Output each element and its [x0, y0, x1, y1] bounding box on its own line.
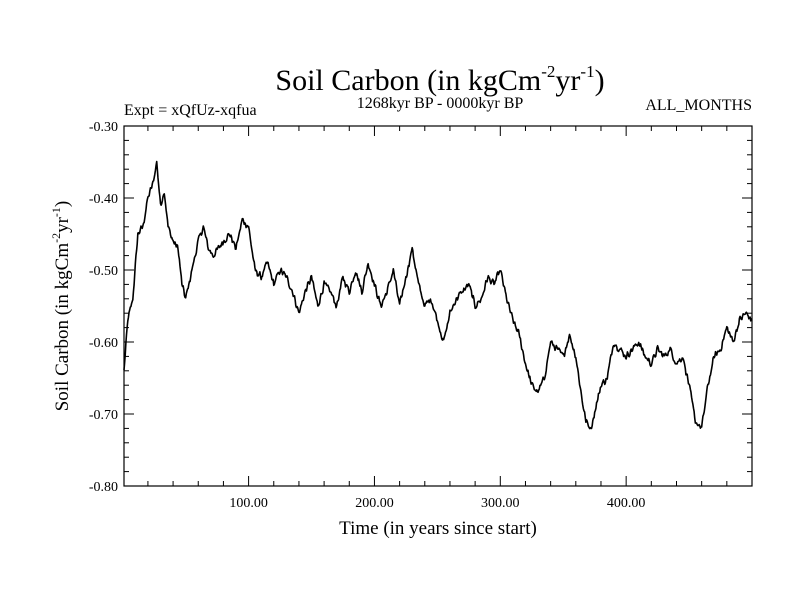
- soil-carbon-line: [123, 160, 753, 430]
- subtitle-experiment: Expt = xQfUz-xqfua: [124, 102, 257, 119]
- chart-title-main: Soil Carbon (in kgCm: [275, 64, 541, 97]
- y-axis-label: Soil Carbon (in kgCm-2yr-1): [49, 201, 73, 412]
- chart-title-sup1: -2: [541, 62, 555, 81]
- subtitle-months: ALL_MONTHS: [645, 97, 752, 114]
- x-tick-label: 200.00: [355, 496, 394, 511]
- plot-frame: [123, 125, 753, 487]
- chart-title-mid: yr: [555, 64, 580, 97]
- x-tick-labels: 100.00 200.00 300.00 400.00: [229, 496, 645, 511]
- x-axis-label: Time (in years since start): [339, 518, 537, 539]
- chart-title-sup2: -1: [580, 62, 594, 81]
- y-axis-label-sup1: -2: [49, 233, 63, 243]
- y-axis-label-end: ): [52, 201, 73, 207]
- subtitle-time-range: 1268kyr BP - 0000kyr BP: [357, 95, 524, 112]
- x-tick-label: 100.00: [229, 496, 268, 511]
- axis-ticks: [124, 125, 752, 487]
- chart-title-end: ): [595, 64, 605, 97]
- y-axis-label-sup2: -1: [49, 207, 63, 217]
- y-axis-label-mid: yr: [52, 216, 73, 233]
- y-tick-label: -0.40: [89, 192, 118, 207]
- y-axis-label-main: Soil Carbon (in kgCm: [52, 243, 73, 412]
- y-tick-label: -0.30: [89, 120, 118, 135]
- y-tick-label: -0.80: [89, 480, 118, 495]
- y-tick-label: -0.50: [89, 264, 118, 279]
- y-tick-label: -0.70: [89, 408, 118, 423]
- y-tick-labels: -0.30 -0.40 -0.50 -0.60 -0.70 -0.80: [89, 120, 118, 495]
- y-tick-label: -0.60: [89, 336, 118, 351]
- chart-title: Soil Carbon (in kgCm-2yr-1): [275, 62, 604, 97]
- x-tick-label: 400.00: [607, 496, 646, 511]
- x-tick-label: 300.00: [481, 496, 520, 511]
